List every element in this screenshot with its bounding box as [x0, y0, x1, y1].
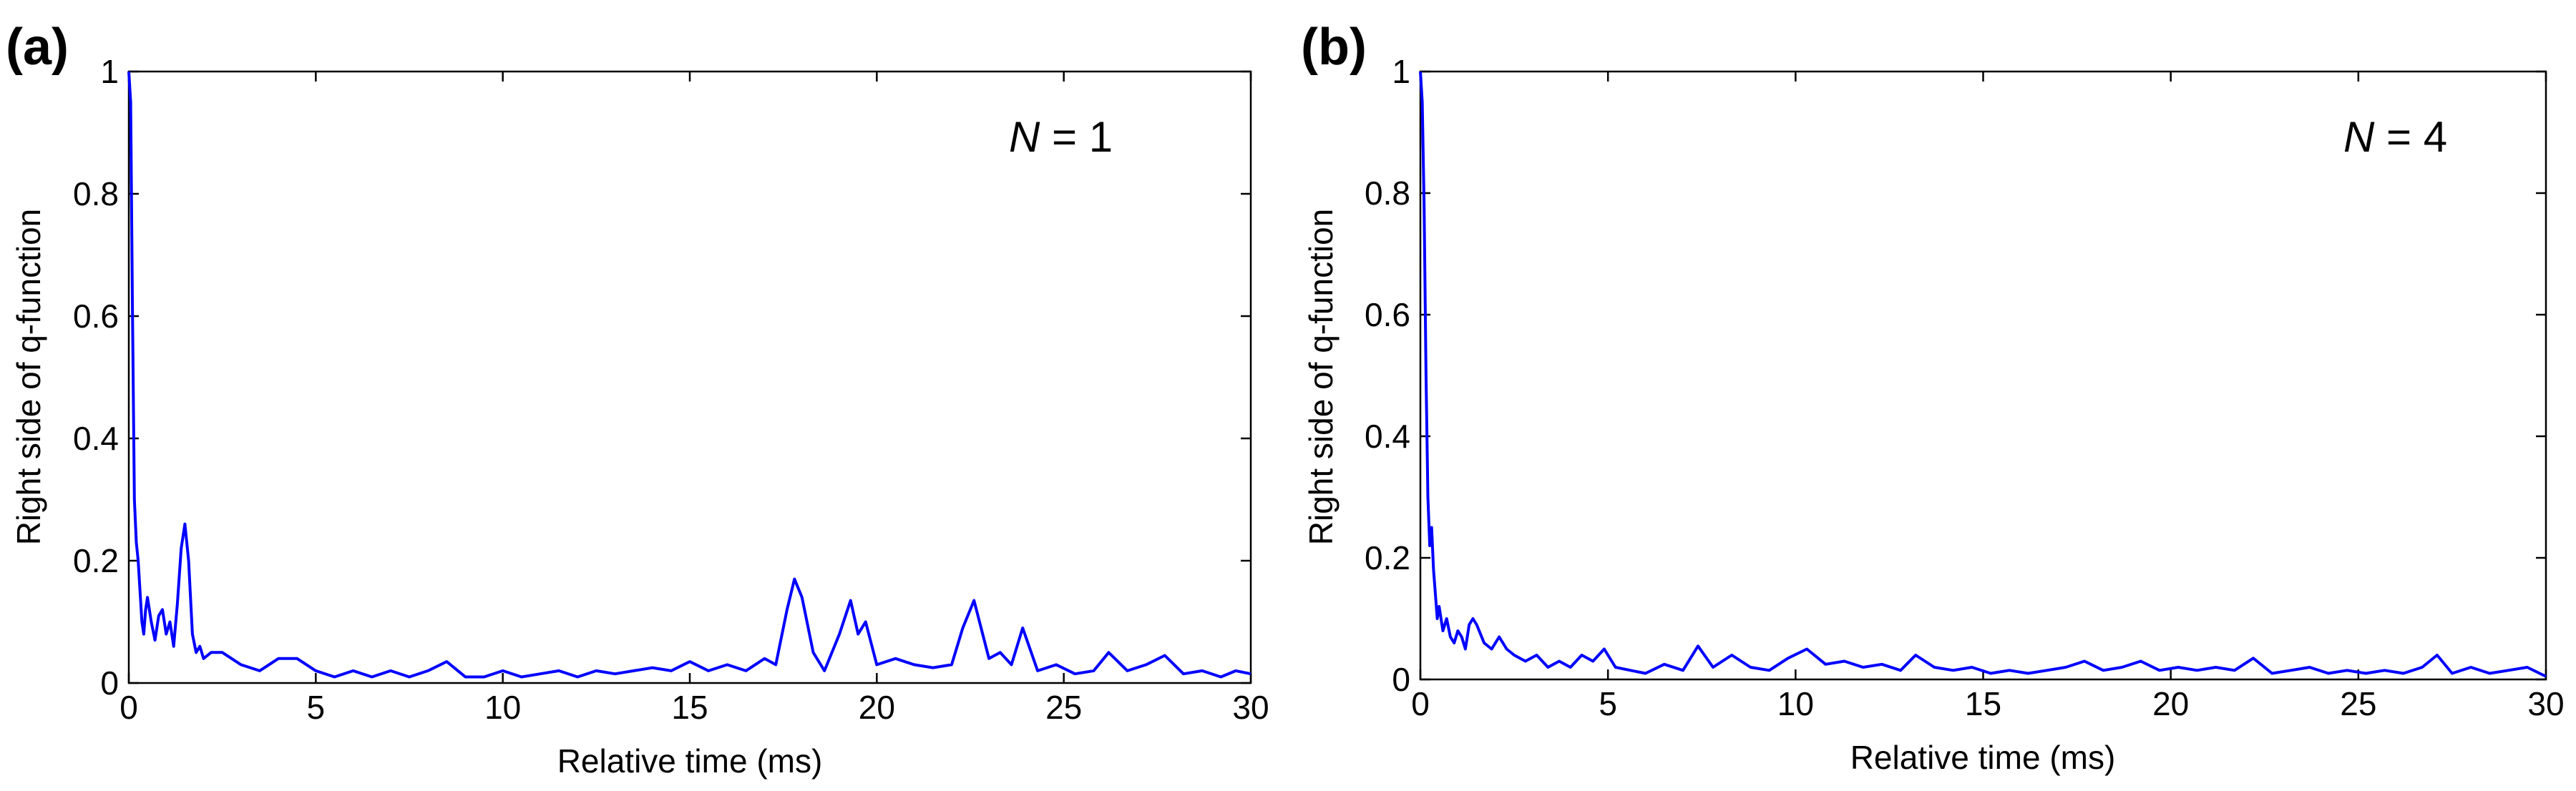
- panel-a: (a) 0 5 10 15 20 25 30 0 0.2 0.4 0.6 0.8 1 N = 1 Rel…: [6, 19, 1269, 780]
- y-tick-label-b: 0.4: [1365, 418, 1410, 455]
- x-tick-label-a: 10: [484, 689, 521, 726]
- x-tick-label-b: 15: [1965, 685, 2001, 722]
- x-tick-label-b: 10: [1777, 685, 1814, 722]
- x-axis-label-a: Relative time (ms): [557, 742, 823, 780]
- x-tick-label-a: 5: [307, 689, 326, 726]
- x-tick-label-b: 20: [2152, 685, 2189, 722]
- x-tick-label-b: 5: [1599, 685, 1617, 722]
- annotation-variable-b: N: [2343, 113, 2375, 161]
- y-tick-label-a: 1: [100, 53, 119, 90]
- annotation-value-b: = 4: [2374, 113, 2447, 161]
- y-axis-label-a: Right side of q-function: [10, 209, 47, 546]
- y-tick-label-a: 0: [100, 664, 119, 702]
- series-line-b: [1419, 71, 2547, 678]
- panel-label-b: (b): [1301, 19, 1367, 76]
- y-tick-label-b: 0.8: [1365, 175, 1410, 212]
- y-tick-label-b: 0.6: [1365, 296, 1410, 333]
- x-axis-label-b: Relative time (ms): [1850, 739, 2116, 776]
- y-tick-label-a: 0.8: [73, 175, 119, 212]
- annotation-b: N = 4: [2343, 113, 2447, 161]
- plot-frame-b: [1419, 70, 2547, 681]
- x-tick-label-a: 30: [1232, 689, 1269, 726]
- y-axis-label-b: Right side of q-function: [1302, 209, 1340, 546]
- y-tick-label-a: 0.6: [73, 298, 119, 335]
- y-tick-label-b: 1: [1392, 53, 1410, 90]
- x-tick-label-b: 25: [2340, 685, 2376, 722]
- x-tick-label-a: 15: [671, 689, 708, 726]
- annotation-a: N = 1: [1009, 113, 1113, 161]
- annotation-variable-a: N: [1009, 113, 1040, 161]
- y-tick-label-a: 0.2: [73, 542, 119, 579]
- annotation-value-a: = 1: [1040, 113, 1113, 161]
- y-tick-label-a: 0.4: [73, 420, 119, 457]
- x-tick-label-a: 20: [859, 689, 895, 726]
- y-tick-label-b: 0.2: [1365, 539, 1410, 576]
- x-tick-label-b: 0: [1411, 685, 1430, 722]
- tick-group-a: 0 5 10 15 20 25 30 0 0.2 0.4 0.6 0.8 1: [73, 53, 1269, 726]
- panel-b: (b) 0 5 10 15 20 25 30 0 0.2 0.4 0.6 0.8 1 N = 4 Rel…: [1301, 19, 2565, 776]
- x-tick-label-a: 0: [119, 689, 138, 726]
- panel-label-a: (a): [6, 19, 69, 76]
- plot-frame-a: [127, 70, 1252, 684]
- x-tick-label-b: 30: [2527, 685, 2564, 722]
- tick-group-b: 0 5 10 15 20 25 30 0 0.2 0.4 0.6 0.8 1: [1365, 53, 2565, 722]
- series-line-a: [127, 71, 1252, 679]
- x-tick-label-a: 25: [1045, 689, 1082, 726]
- y-tick-label-b: 0: [1392, 661, 1410, 698]
